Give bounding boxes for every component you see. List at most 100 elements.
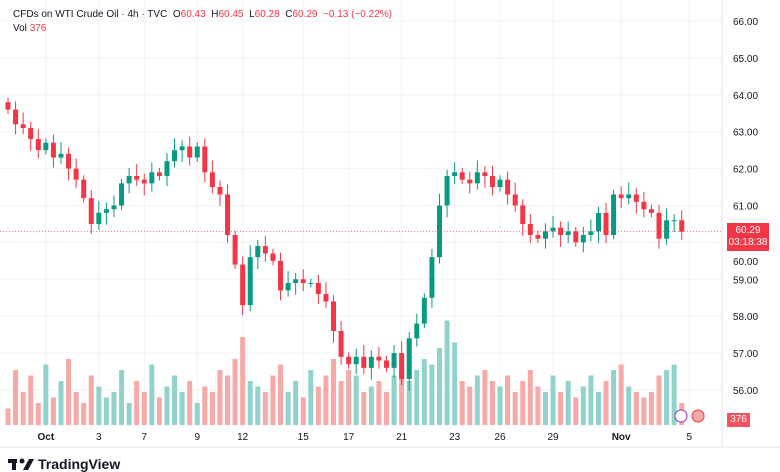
low-label: L [249, 9, 255, 20]
volume-bar [467, 386, 473, 425]
candle-body [141, 179, 147, 184]
candle-body [187, 146, 193, 158]
high-label: H [211, 9, 219, 20]
candle-body [505, 179, 511, 195]
candle-body [338, 330, 344, 357]
volume-bar [550, 375, 556, 425]
candle-body [641, 201, 647, 210]
volume-bar [315, 386, 321, 425]
volume-bar [353, 375, 359, 425]
candle-body [489, 175, 495, 188]
volume-bar [187, 381, 193, 425]
candle-body [66, 153, 72, 169]
volume-bar [300, 397, 306, 425]
candle-body [255, 246, 261, 258]
candle-body [179, 146, 185, 151]
candle-body [209, 172, 215, 188]
candle-body [20, 124, 26, 129]
candle-body [542, 231, 548, 239]
candle-body [103, 209, 109, 213]
candle-body [467, 179, 473, 184]
lightning-event-icon [674, 409, 688, 423]
candle-body [202, 146, 208, 173]
candle-body [262, 246, 268, 254]
volume-bar [278, 364, 284, 425]
candle-body [436, 205, 442, 258]
volume-bar [111, 392, 117, 425]
volume-bar [376, 381, 382, 425]
candle-body [194, 146, 200, 158]
volume-bar [225, 375, 231, 425]
x-tick-label: 9 [194, 432, 200, 443]
volume-bar [58, 381, 64, 425]
volume-bar [603, 381, 609, 425]
chart-legend: CFDs on WTI Crude Oil · 4h · TVC O60.43 … [13, 9, 392, 37]
candle-body [346, 356, 352, 365]
last-price-badge: 60.29 03:18:38 [727, 223, 769, 251]
volume-bar [558, 392, 564, 425]
candle-body [618, 194, 624, 199]
x-tick-label: Nov [612, 432, 631, 443]
tradingview-logo[interactable]: TradingView [8, 456, 120, 472]
tradingview-logo-icon [8, 458, 34, 470]
volume-bar [406, 381, 412, 425]
volume-bar [232, 359, 238, 425]
candle-body [648, 209, 654, 213]
x-tick-label: 26 [494, 432, 506, 443]
volume-bar [482, 370, 488, 425]
candle-body [497, 179, 503, 188]
candle-body [656, 212, 662, 239]
candle-body [73, 168, 79, 180]
volume-bar [588, 375, 594, 425]
candle-body [58, 153, 64, 158]
candle-body [270, 253, 276, 261]
volume-bar [149, 364, 155, 425]
volume-bar [126, 403, 132, 425]
y-tick-label: 57.00 [733, 349, 758, 360]
x-tick-label: 3 [96, 432, 102, 443]
volume-bar [43, 364, 49, 425]
x-tick-label: 23 [449, 432, 461, 443]
change-value: −0.13 (−0.22%) [323, 9, 392, 20]
candle-body [368, 356, 374, 368]
volume-bar [96, 386, 102, 425]
volume-bar [671, 364, 677, 425]
candle-body [558, 227, 564, 236]
candle-body [474, 172, 480, 184]
x-tick-label: 15 [298, 432, 310, 443]
candle-body [535, 235, 541, 239]
candle-body [512, 194, 518, 206]
volume-bar [156, 397, 162, 425]
candle-body [406, 338, 412, 379]
candle-body [376, 356, 382, 361]
candle-body [421, 297, 427, 324]
volume-bar [368, 386, 374, 425]
volume-bar [172, 375, 178, 425]
volume-bar [611, 370, 617, 425]
volume-bar [535, 386, 541, 425]
candle-body [580, 235, 586, 243]
volume-bar [141, 392, 147, 425]
us-flag-event-icon [691, 409, 705, 423]
volume-bar [5, 408, 11, 425]
candle-body [81, 179, 87, 199]
candle-body [459, 172, 465, 180]
volume-bar [421, 359, 427, 425]
volume-bar [452, 342, 458, 425]
volume-bar [641, 397, 647, 425]
volume-bar [202, 386, 208, 425]
candle-body [315, 282, 321, 295]
volume-bar [391, 375, 397, 425]
candle-body [679, 220, 685, 232]
volume-bar [35, 403, 41, 425]
candle-body [285, 282, 291, 291]
candle-body [5, 102, 11, 110]
y-tick-label: 63.00 [733, 128, 758, 139]
candle-body [520, 205, 526, 224]
candle-body [626, 194, 632, 199]
candle-body [527, 223, 533, 236]
candle-body [664, 220, 670, 239]
candle-body [565, 231, 571, 236]
candle-body [35, 139, 41, 151]
